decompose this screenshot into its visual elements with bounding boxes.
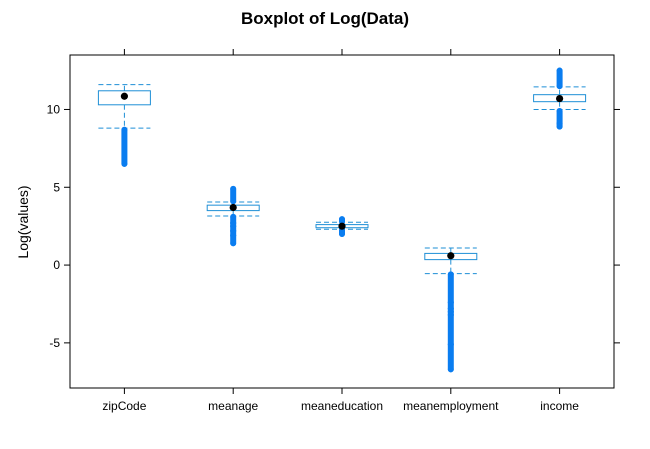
x-axis: zipCode meanage meaneducation meanemploymen…: [102, 49, 579, 413]
y-axis: 10 5 0 -5: [47, 102, 620, 350]
box-meaneducation: [315, 216, 369, 237]
median-dot: [556, 94, 564, 103]
box-income: [533, 67, 587, 130]
x-tick-label: income: [540, 399, 579, 413]
x-tick-label: meaneducation: [301, 399, 383, 413]
x-tick-label: meanage: [208, 399, 258, 413]
box-zipCode: [97, 84, 151, 167]
y-axis-label: Log(values): [15, 185, 31, 258]
y-tick-label: 0: [53, 258, 60, 272]
box-meanemployment: [424, 247, 478, 373]
y-tick-label: 10: [47, 102, 61, 116]
median-dot: [229, 203, 237, 212]
x-tick-label: zipCode: [102, 399, 146, 413]
median-dot: [338, 222, 346, 230]
median-dot: [447, 252, 455, 260]
boxes-layer: [97, 67, 587, 373]
x-tick-label: meanemployment: [403, 399, 499, 413]
chart-title: Boxplot of Log(Data): [241, 9, 409, 28]
y-tick-label: 5: [53, 180, 60, 194]
y-tick-label: -5: [49, 336, 60, 350]
median-dot: [120, 92, 128, 100]
box-meanage: [206, 185, 260, 247]
